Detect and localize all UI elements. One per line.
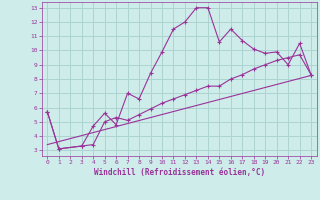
X-axis label: Windchill (Refroidissement éolien,°C): Windchill (Refroidissement éolien,°C) bbox=[94, 168, 265, 177]
